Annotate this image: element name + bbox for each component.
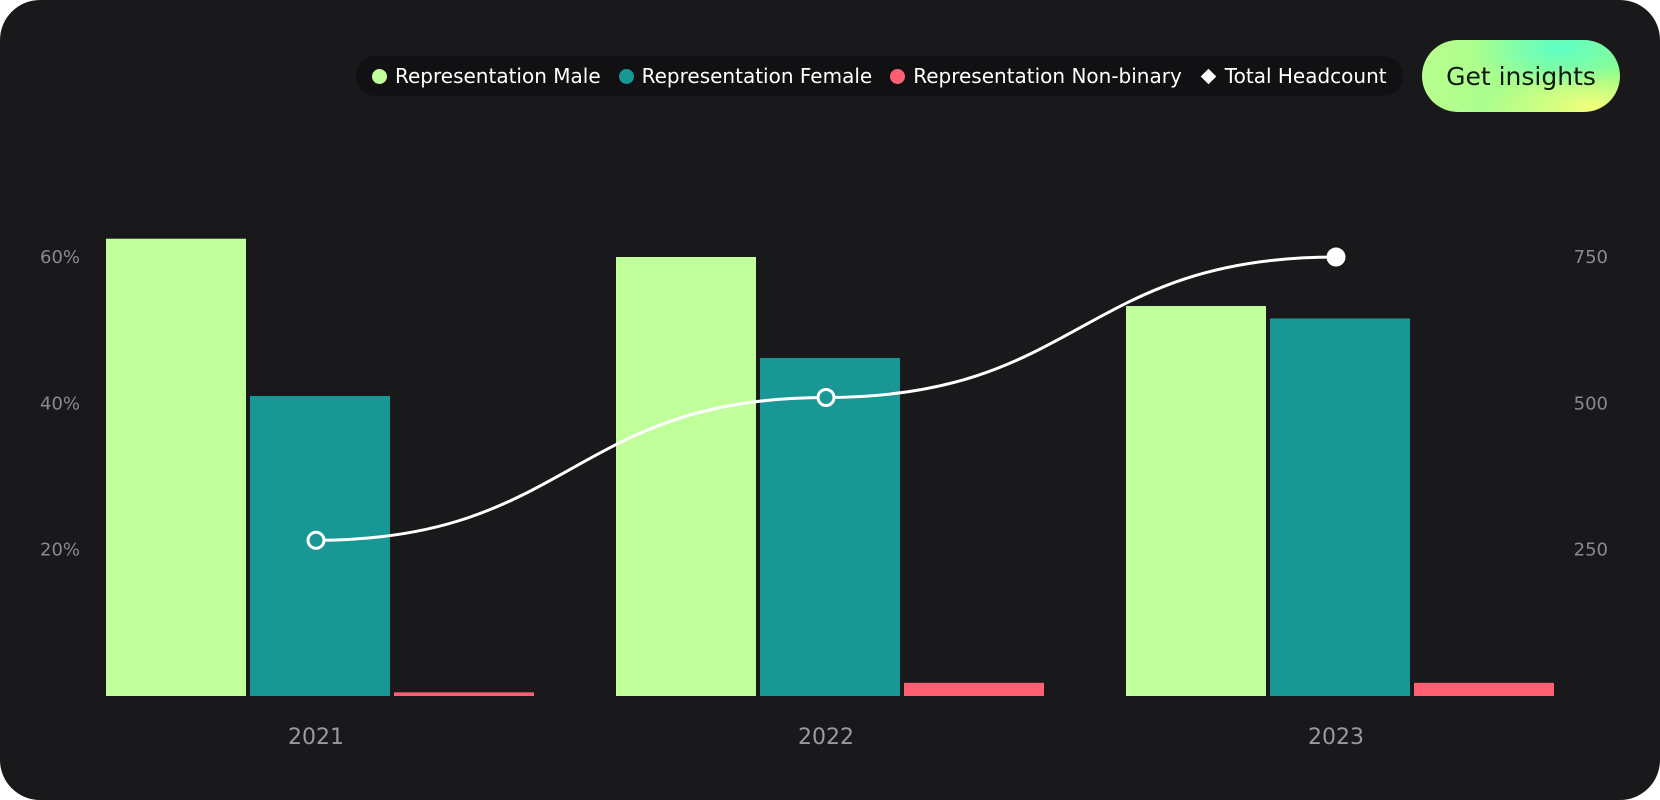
legend-item-nonbinary[interactable]: Representation Non-binary xyxy=(890,64,1182,88)
left-axis-tick-label: 20% xyxy=(40,540,80,561)
left-axis-tick-label: 40% xyxy=(40,393,80,414)
right-axis-tick-label: 500 xyxy=(1574,393,1608,414)
x-axis-tick-label: 2022 xyxy=(798,725,854,750)
left-axis-ticks: 20% 40% 60% xyxy=(40,247,80,561)
legend-nonbinary-marker xyxy=(890,68,906,84)
legend-item-male[interactable]: Representation Male xyxy=(372,64,601,88)
headcount-point-2023[interactable] xyxy=(1326,247,1346,267)
x-axis-tick-label: 2023 xyxy=(1308,725,1364,750)
legend-headcount-label: Total Headcount xyxy=(1224,64,1387,88)
chart-legend: Representation Male Representation Femal… xyxy=(356,56,1403,96)
bar-series xyxy=(106,238,1554,697)
bar-representation-non-binary-2021[interactable] xyxy=(394,692,534,696)
x-axis-ticks: 2021 2022 2023 xyxy=(288,725,1364,750)
headcount-line-series xyxy=(306,247,1346,550)
legend-male-label: Representation Male xyxy=(395,64,601,88)
bar-representation-male-2022[interactable] xyxy=(616,257,756,696)
bar-representation-male-2023[interactable] xyxy=(1126,306,1266,696)
legend-item-female[interactable]: Representation Female xyxy=(618,64,873,88)
bar-representation-female-2023[interactable] xyxy=(1270,318,1410,696)
headcount-point-2022[interactable] xyxy=(816,387,836,407)
right-axis-tick-label: 750 xyxy=(1574,247,1608,268)
legend-nonbinary-label: Representation Non-binary xyxy=(913,64,1182,88)
right-axis-ticks: 250 500 750 xyxy=(1574,247,1608,561)
legend-male-marker xyxy=(372,68,387,84)
get-insights-button[interactable]: Get insights xyxy=(1422,40,1620,112)
left-axis-tick-label: 60% xyxy=(40,247,80,268)
bar-representation-non-binary-2023[interactable] xyxy=(1414,682,1554,696)
legend-item-headcount[interactable]: Total Headcount xyxy=(1200,64,1387,88)
x-axis-tick-label: 2021 xyxy=(288,725,344,750)
bar-representation-non-binary-2022[interactable] xyxy=(904,682,1044,696)
legend-female-marker xyxy=(618,68,634,84)
headcount-point-2021[interactable] xyxy=(306,530,326,550)
legend-female-label: Representation Female xyxy=(641,64,873,88)
bar-representation-female-2022[interactable] xyxy=(760,357,900,696)
bar-representation-male-2021[interactable] xyxy=(106,238,246,697)
right-axis-tick-label: 250 xyxy=(1574,540,1608,561)
